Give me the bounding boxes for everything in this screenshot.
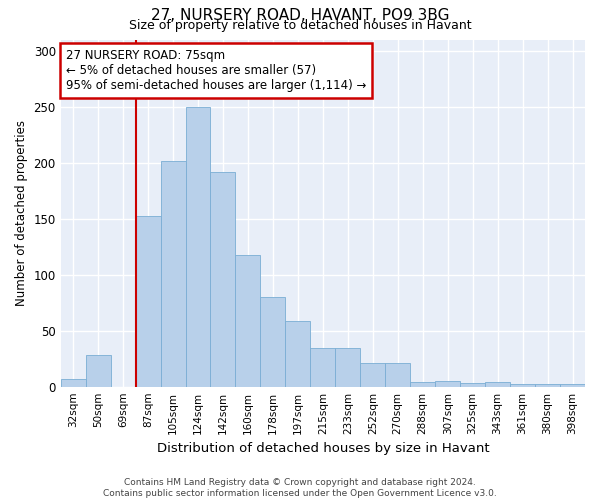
Text: Contains HM Land Registry data © Crown copyright and database right 2024.
Contai: Contains HM Land Registry data © Crown c… [103, 478, 497, 498]
X-axis label: Distribution of detached houses by size in Havant: Distribution of detached houses by size … [157, 442, 489, 455]
Bar [360, 363, 385, 386]
Bar [136, 216, 161, 386]
Text: 27 NURSERY ROAD: 75sqm
← 5% of detached houses are smaller (57)
95% of semi-deta: 27 NURSERY ROAD: 75sqm ← 5% of detached … [66, 48, 366, 92]
Bar [560, 384, 585, 386]
Bar [435, 381, 460, 386]
Bar [510, 384, 535, 386]
Bar [310, 348, 335, 387]
Bar [260, 297, 286, 386]
Bar [211, 172, 235, 386]
Bar [286, 320, 310, 386]
Bar [86, 356, 110, 386]
Bar [335, 348, 360, 387]
Bar [61, 379, 86, 386]
Bar [485, 382, 510, 386]
Y-axis label: Number of detached properties: Number of detached properties [15, 120, 28, 306]
Text: Size of property relative to detached houses in Havant: Size of property relative to detached ho… [128, 18, 472, 32]
Text: 27, NURSERY ROAD, HAVANT, PO9 3BG: 27, NURSERY ROAD, HAVANT, PO9 3BG [151, 8, 449, 22]
Bar [385, 363, 410, 386]
Bar [410, 382, 435, 386]
Bar [235, 254, 260, 386]
Bar [535, 384, 560, 386]
Bar [185, 107, 211, 386]
Bar [460, 384, 485, 386]
Bar [161, 161, 185, 386]
